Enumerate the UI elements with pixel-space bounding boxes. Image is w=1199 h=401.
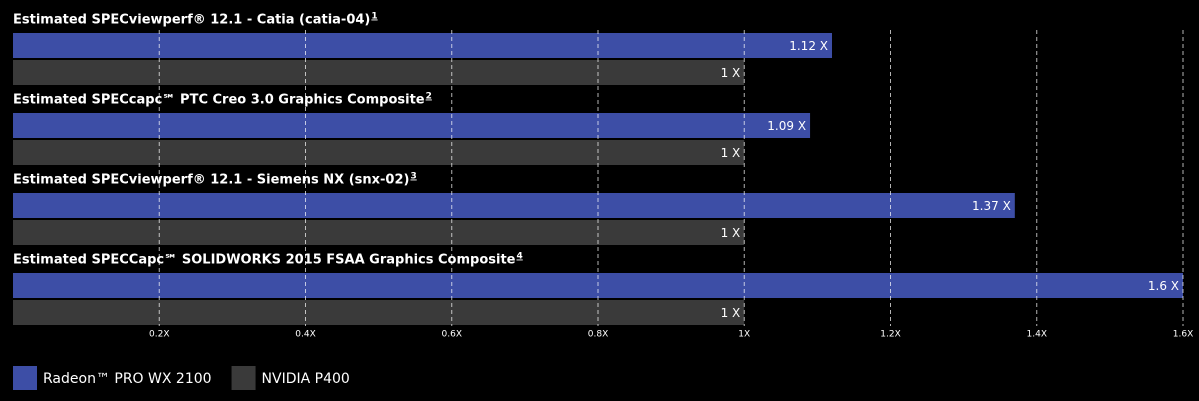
value-label: 1.12 X — [789, 39, 828, 53]
x-tick-label: 0.6X — [442, 330, 462, 340]
x-tick-label: 1.2X — [880, 330, 900, 340]
bar — [13, 113, 811, 138]
bar — [13, 220, 745, 245]
category-title: Estimated SPECviewperf® 12.1 - Catia (ca… — [13, 13, 370, 28]
footnote: 3 — [410, 172, 416, 182]
bar — [13, 193, 1015, 218]
footnote: 1 — [371, 12, 377, 22]
x-tick-label: 0.2X — [149, 330, 169, 340]
value-label: 1 X — [721, 66, 741, 80]
category-title: Estimated SPECviewperf® 12.1 - Siemens N… — [13, 173, 409, 188]
footnote: 2 — [426, 92, 432, 102]
legend-swatch — [13, 366, 37, 390]
bar — [13, 60, 745, 85]
bar — [13, 300, 745, 325]
bar — [13, 140, 745, 165]
legend-label: NVIDIA P400 — [262, 371, 350, 387]
x-tick-label: 1X — [738, 330, 750, 340]
x-tick-label: 0.8X — [588, 330, 608, 340]
category-title: Estimated SPECCapc℠ SOLIDWORKS 2015 FSAA… — [13, 253, 516, 268]
value-label: 1 X — [721, 146, 741, 160]
x-tick-label: 1.6X — [1173, 330, 1193, 340]
value-label: 1 X — [721, 306, 741, 320]
footnote: 4 — [517, 252, 523, 262]
bar — [13, 33, 832, 58]
x-tick-label: 1.4X — [1027, 330, 1047, 340]
value-label: 1.6 X — [1148, 279, 1179, 293]
value-label: 1 X — [721, 226, 741, 240]
legend-label: Radeon™ PRO WX 2100 — [43, 371, 212, 387]
value-label: 1.09 X — [767, 119, 806, 133]
category-title: Estimated SPECcapc℠ PTC Creo 3.0 Graphic… — [13, 93, 425, 108]
value-label: 1.37 X — [972, 199, 1011, 213]
x-tick-label: 0.4X — [295, 330, 315, 340]
legend-swatch — [231, 366, 256, 390]
